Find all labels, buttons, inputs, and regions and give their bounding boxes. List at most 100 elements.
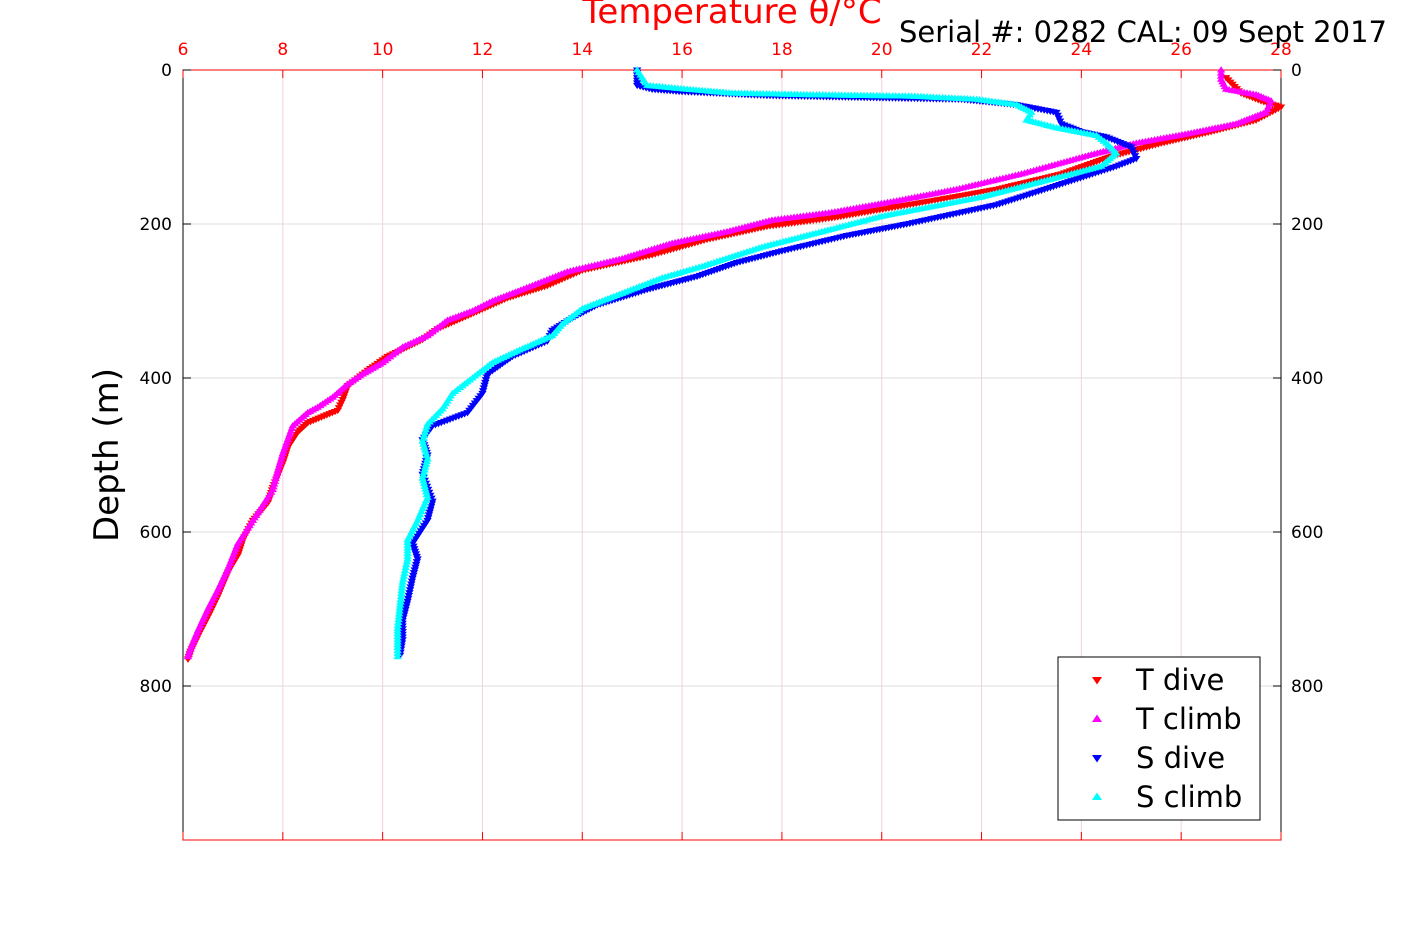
axis-ticks [182, 69, 1282, 840]
legend-label: T dive [1135, 663, 1224, 697]
data-point [272, 469, 282, 476]
data-point [395, 607, 404, 614]
y-tick-labels: 0 0 200 200 400 400 600 600 800 800 [140, 61, 1324, 697]
legend-label: S dive [1136, 741, 1225, 775]
data-point [396, 592, 406, 600]
x-tick-label: 14 [571, 40, 593, 60]
y-tick-label-left: 0 [161, 61, 172, 81]
y-axis-label: Depth (m) [87, 368, 127, 542]
y-tick-label-left: 600 [140, 523, 172, 543]
data-point [422, 423, 431, 430]
data-point [421, 426, 431, 433]
y-tick-label-right: 200 [1291, 215, 1323, 235]
data-point [271, 474, 280, 482]
legend-marker [1092, 714, 1102, 722]
data-point [269, 483, 278, 490]
data-point [399, 575, 408, 582]
data-point [394, 615, 403, 623]
series-s-dive [395, 67, 1141, 659]
data-point [419, 434, 428, 441]
y-tick-label-right: 600 [1291, 523, 1323, 543]
data-point [420, 443, 429, 450]
legend-label: T climb [1135, 702, 1242, 736]
legend-marker [1092, 755, 1102, 763]
data-point [419, 479, 429, 487]
x-tick-labels: 6 8 10 12 14 16 18 20 22 24 26 28 [178, 40, 1292, 60]
y-tick-label-right: 800 [1291, 677, 1323, 697]
x-tick-label: 28 [1270, 40, 1292, 60]
data-point [397, 584, 407, 591]
data-point [420, 466, 429, 473]
series-t-climb [183, 66, 1276, 660]
series-s-climb [393, 66, 1121, 660]
y-tick-label-right: 400 [1291, 369, 1323, 389]
data-points [183, 66, 1286, 663]
data-point [270, 480, 279, 487]
data-point [422, 457, 432, 465]
data-point [274, 463, 283, 471]
data-point [420, 482, 429, 489]
data-point [423, 455, 432, 462]
data-point [270, 477, 280, 484]
legend-box [1057, 656, 1261, 821]
data-point [272, 472, 281, 479]
data-point [422, 452, 431, 459]
data-point [419, 468, 429, 476]
data-point [393, 621, 403, 628]
y-tick-label-left: 800 [140, 677, 172, 697]
data-point [421, 488, 431, 495]
x-tick-label: 26 [1170, 40, 1192, 60]
data-point [183, 652, 193, 660]
data-point [398, 581, 407, 588]
x-tick-label: 6 [178, 40, 189, 60]
x-tick-label: 22 [971, 40, 993, 60]
data-point [421, 449, 431, 456]
data-point [419, 471, 428, 478]
data-point [394, 612, 404, 620]
x-tick-label: 24 [1071, 40, 1093, 60]
legend: T dive T climb S dive S climb [1057, 656, 1261, 821]
legend-entries: T dive T climb S dive S climb [1092, 663, 1242, 814]
data-point [423, 420, 432, 427]
data-point [394, 618, 403, 625]
data-point [400, 569, 409, 576]
data-point [402, 558, 412, 565]
data-point [276, 458, 285, 465]
data-point [418, 437, 427, 444]
x-tick-label: 10 [372, 40, 394, 60]
data-point [420, 431, 429, 439]
data-point [402, 560, 411, 568]
legend-label: S climb [1136, 780, 1242, 814]
data-point [394, 610, 404, 617]
x-tick-label: 12 [472, 40, 494, 60]
data-point [419, 440, 428, 447]
data-point [396, 595, 405, 602]
data-point [395, 604, 404, 611]
data-point [421, 485, 430, 492]
data-point [396, 598, 405, 605]
data-point [397, 586, 406, 594]
x-tick-label: 18 [771, 40, 793, 60]
chart-title: Temperature θ/°C [581, 0, 881, 32]
x-tick-label: 16 [671, 40, 693, 60]
y-tick-label-left: 200 [140, 215, 172, 235]
data-point [276, 455, 286, 462]
x-tick-label: 8 [277, 40, 288, 60]
data-point [418, 474, 427, 481]
data-point [421, 463, 430, 470]
data-point [393, 652, 402, 660]
data-point [399, 572, 409, 579]
data-point [397, 589, 406, 597]
data-point [400, 566, 410, 574]
data-point [401, 563, 410, 571]
data-point [422, 490, 432, 498]
legend-marker [1092, 677, 1102, 685]
data-point [420, 428, 430, 436]
data-point [275, 460, 284, 468]
serial-cal-label: Serial #: 0282 CAL: 09 Sept 2017 [899, 15, 1387, 49]
data-point [398, 578, 407, 585]
data-point [278, 449, 288, 456]
x-tick-label: 20 [871, 40, 893, 60]
data-point [273, 466, 283, 473]
